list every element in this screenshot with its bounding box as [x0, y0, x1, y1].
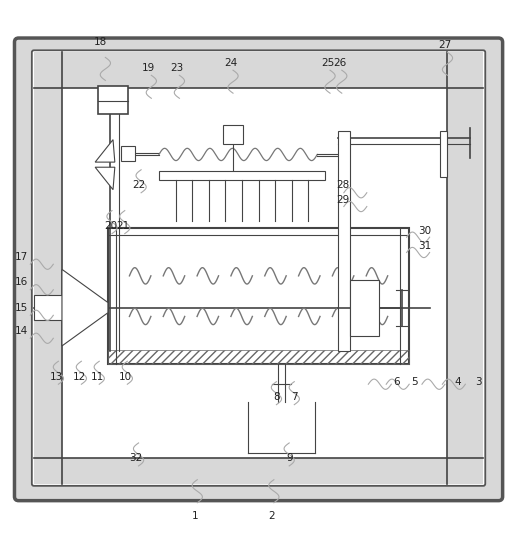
Text: 25: 25 [321, 58, 334, 68]
Bar [108, 228, 409, 364]
Text: 28: 28 [336, 180, 349, 190]
Text: 20: 20 [104, 221, 117, 231]
Text: 27: 27 [438, 40, 452, 50]
Bar [447, 52, 483, 484]
Text: 29: 29 [336, 196, 349, 206]
Bar [159, 171, 325, 180]
FancyBboxPatch shape [14, 38, 503, 501]
Polygon shape [62, 269, 108, 346]
Text: 24: 24 [224, 58, 237, 68]
Text: 17: 17 [14, 252, 28, 261]
Bar [440, 131, 447, 177]
Text: 8: 8 [273, 392, 280, 402]
Text: 32: 32 [130, 453, 143, 463]
Bar [34, 52, 62, 484]
Text: 30: 30 [418, 226, 431, 236]
Bar [108, 350, 409, 364]
Text: 14: 14 [14, 326, 28, 336]
Text: 1: 1 [191, 511, 198, 521]
Text: 6: 6 [393, 377, 400, 387]
Text: 11: 11 [91, 372, 104, 382]
Text: 3: 3 [475, 377, 481, 387]
Text: 21: 21 [117, 221, 130, 231]
Bar [34, 458, 483, 484]
Polygon shape [95, 140, 115, 162]
Text: 16: 16 [14, 277, 28, 287]
Text: 18: 18 [94, 37, 107, 47]
Text: 31: 31 [418, 242, 431, 252]
Text: 19: 19 [142, 63, 156, 73]
FancyBboxPatch shape [32, 50, 485, 486]
Text: 10: 10 [119, 372, 133, 382]
Text: 15: 15 [14, 302, 28, 312]
Bar [223, 125, 243, 144]
Text: 7: 7 [291, 392, 297, 402]
Text: 26: 26 [334, 58, 347, 68]
Bar [98, 85, 129, 114]
Text: 5: 5 [411, 377, 418, 387]
Text: 23: 23 [170, 63, 183, 73]
Bar [34, 295, 62, 320]
Text: 22: 22 [132, 180, 145, 190]
Bar [34, 52, 483, 88]
Text: 2: 2 [268, 511, 274, 521]
Text: 4: 4 [454, 377, 461, 387]
Text: 13: 13 [50, 372, 63, 382]
Bar [338, 131, 350, 351]
Polygon shape [95, 167, 115, 189]
Bar [350, 280, 378, 336]
Text: 12: 12 [73, 372, 87, 382]
Bar [121, 146, 135, 161]
Text: 9: 9 [286, 453, 292, 463]
